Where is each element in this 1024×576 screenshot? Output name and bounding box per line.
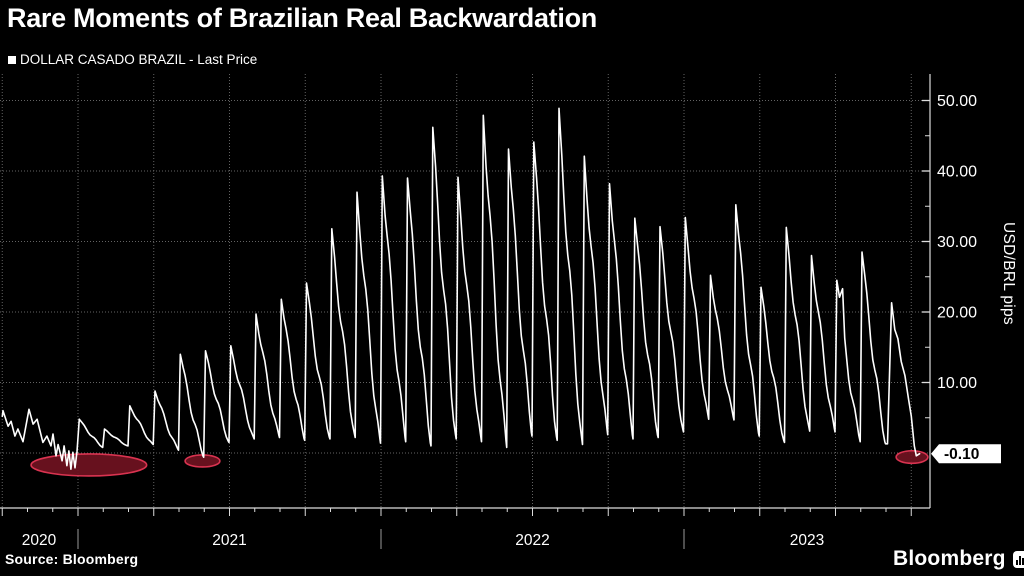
page-title: Rare Moments of Brazilian Real Backwarda… (7, 3, 597, 33)
price-line-series (1, 107, 921, 470)
axes: 50.00 40.00 30.00 20.00 10.00 (0, 74, 977, 516)
bloomberg-logo: Bloomberg (893, 547, 1024, 571)
backwardation-highlight-ellipse (184, 454, 221, 468)
highlight-annotations (30, 449, 929, 477)
year-label: 2023 (790, 532, 824, 549)
last-price-flag-shape (931, 444, 1001, 464)
x-axis-year-labels: 2020 2021 2022 2023 (22, 529, 824, 549)
y-axis-tick-label: 50.00 (937, 93, 977, 110)
gridlines (0, 74, 930, 508)
backwardation-highlight-ellipse (30, 453, 148, 477)
bloomberg-wordmark: Bloomberg (893, 547, 1006, 570)
backwardation-highlight-ellipse (895, 449, 929, 465)
y-axis-tick-label: 10.00 (937, 375, 977, 392)
legend: DOLLAR CASADO BRAZIL - Last Price (8, 52, 257, 67)
y-axis-unit-label: USD/BRL pips (1000, 222, 1017, 325)
legend-swatch-icon (8, 55, 16, 64)
last-price-value: -0.10 (944, 446, 979, 463)
y-axis-tick-label: 20.00 (937, 305, 977, 322)
year-label: 2020 (22, 532, 57, 549)
legend-label: DOLLAR CASADO BRAZIL - Last Price (20, 52, 258, 67)
bloomberg-terminal-icon (1012, 550, 1024, 568)
last-price-flag: -0.10 (931, 444, 1001, 464)
y-axis-tick-label: 40.00 (937, 164, 977, 181)
year-label: 2021 (212, 532, 246, 549)
year-label: 2022 (515, 532, 549, 549)
source-credit: Source: Bloomberg (5, 551, 139, 567)
y-axis-tick-label: 30.00 (937, 234, 977, 251)
